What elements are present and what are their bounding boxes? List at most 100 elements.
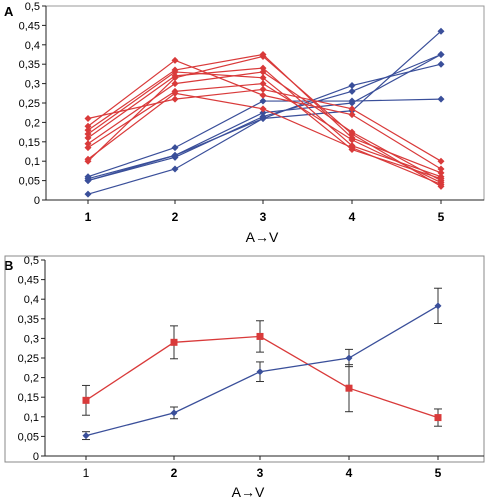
panel-a-data-point (171, 151, 179, 159)
panel-a-data-point (171, 89, 179, 97)
panel-a-x-tick-label: 4 (349, 210, 356, 224)
panel-a-data-point (84, 126, 92, 134)
panel-a-data-point (437, 169, 445, 177)
panel-b-y-tick-label: 0 (33, 451, 39, 463)
panel-a-data-point (84, 144, 92, 152)
panel-a-data-point (259, 80, 267, 88)
panel-a-y-tick-label: 0,35 (19, 59, 40, 71)
panel-a-x-tick-label: 1 (85, 210, 92, 224)
panel-a-y-tick-label: 0,3 (25, 79, 40, 91)
panel-a-y-tick-label: 0 (34, 195, 40, 207)
panel-b-y-tick-label: 0,1 (24, 412, 39, 424)
panel-b-data-point (170, 338, 178, 346)
panel-a-x-tick-label: 2 (172, 210, 179, 224)
panel-a-data-point (437, 51, 445, 58)
panel-b-x-tick-label: 5 (435, 466, 442, 480)
panel-b-series-line-red (85, 335, 439, 419)
panel-a-y-tick-label: 0,2 (25, 117, 40, 129)
panel-a-data-point (259, 91, 267, 99)
panel-b-x-axis-label: A→V (232, 484, 265, 500)
panel-a-y-tick-label: 0,45 (19, 20, 40, 32)
panel-a-y-tick-label: 0,25 (19, 98, 40, 110)
panel-a-y-tick-label: 0,5 (25, 1, 40, 13)
panel-a-data-point (171, 95, 179, 103)
panel-a-data-point (348, 87, 356, 95)
panel-a-data-point (259, 68, 267, 76)
panel-a-data-point (84, 130, 92, 138)
panel-a-data-point (437, 175, 445, 183)
panel-a-data-point (348, 111, 356, 119)
panel-a-label: A (4, 4, 14, 19)
panel-b-x-tick-label: 3 (257, 466, 264, 480)
panel-a-data-point (171, 165, 179, 173)
panel-b-y-tick-label: 0,3 (24, 333, 39, 345)
panel-a-data-point (259, 105, 267, 113)
panel-a-data-point (348, 146, 356, 154)
panel-b-x-tick-label: 1 (83, 466, 90, 480)
panel-b-y-tick-label: 0,4 (24, 294, 39, 306)
panel-a-data-point (84, 134, 92, 142)
panel-a-data-point (84, 140, 92, 148)
panel-a-data-point (259, 115, 267, 123)
panel-b-y-tick-label: 0,15 (18, 392, 39, 404)
panel-b-y-tick-label: 0,5 (24, 255, 39, 267)
panel-b-data-point (82, 396, 90, 404)
panel-a-x-tick-label: 3 (260, 210, 267, 224)
panel-b-y-tick-label: 0,35 (18, 314, 39, 326)
panel-a-data-point (84, 115, 92, 123)
panel-a-data-point (437, 27, 445, 35)
panel-b-chart: B A→V 0 0,05 0,1 0,15 0,2 0,25 0,3 0,35 0,4 0,45 0… (4, 255, 485, 500)
panel-a-y-tick-label: 0,15 (19, 137, 40, 149)
panel-b-data-point (170, 409, 178, 417)
panel-a-data-point (84, 177, 92, 185)
panel-a-y-tick-label: 0,05 (19, 176, 40, 188)
panel-b-data-point (434, 414, 442, 422)
panel-b-y-tick-label: 0,25 (18, 353, 39, 365)
panel-b-y-tick-label: 0,45 (18, 275, 39, 287)
panel-b-data-point (256, 332, 264, 340)
panel-a-data-point (348, 136, 356, 144)
panel-a-data-point (437, 157, 445, 165)
panel-a-chart: A A→V 0 0,05 0,1 0,15 0,2 0,25 0,3 0,35 0,4 0,45 0… (4, 1, 485, 245)
panel-a-data-point (259, 85, 267, 93)
panel-a-data-point (437, 95, 445, 103)
panel-a-data-point (348, 82, 356, 90)
panel-a-series-line-red (87, 82, 442, 184)
panel-a-data-point (84, 122, 92, 130)
panel-a-data-point (171, 80, 179, 88)
panel-b-data-point (345, 354, 353, 362)
panel-b-data-point (256, 368, 264, 376)
panel-b-x-tick-label: 4 (346, 466, 353, 480)
panel-b-y-tick-label: 0,05 (18, 431, 39, 443)
panel-a-data-point (171, 56, 179, 64)
panel-b-data-point (345, 384, 353, 392)
panel-a-x-axis-label: A→V (246, 229, 279, 245)
panel-a-data-point (259, 74, 267, 82)
panel-a-x-tick-label: 5 (438, 210, 445, 224)
panel-a-data-point (84, 190, 92, 198)
panel-b-x-tick-label: 2 (171, 466, 178, 480)
panel-a-data-point (259, 52, 267, 60)
panel-a-data-point (171, 68, 179, 76)
panel-a-data-point (437, 182, 445, 190)
panel-a-data-point (348, 105, 356, 113)
panel-a-data-point (259, 109, 267, 117)
panel-a-data-point (171, 144, 179, 152)
panel-a-y-tick-label: 0,1 (25, 156, 40, 168)
panel-b-label: B (4, 258, 13, 273)
panel-a-data-point (84, 173, 92, 181)
panel-b-y-tick-label: 0,2 (24, 373, 39, 385)
panel-a-data-point (437, 60, 445, 68)
panel-a-data-point (348, 97, 356, 105)
panel-a-y-tick-label: 0,4 (25, 40, 40, 52)
panel-a-data-point (259, 64, 267, 72)
panel-a-data-point (171, 74, 179, 82)
panel-a-data-point (348, 130, 356, 138)
panel-a-data-point (437, 165, 445, 173)
panel-b-data-point (82, 432, 90, 440)
panel-b-data-point (434, 302, 442, 310)
panel-a-data-point (259, 97, 267, 105)
panel-a-data-point (84, 157, 92, 165)
panel-b-frame (4, 255, 485, 463)
